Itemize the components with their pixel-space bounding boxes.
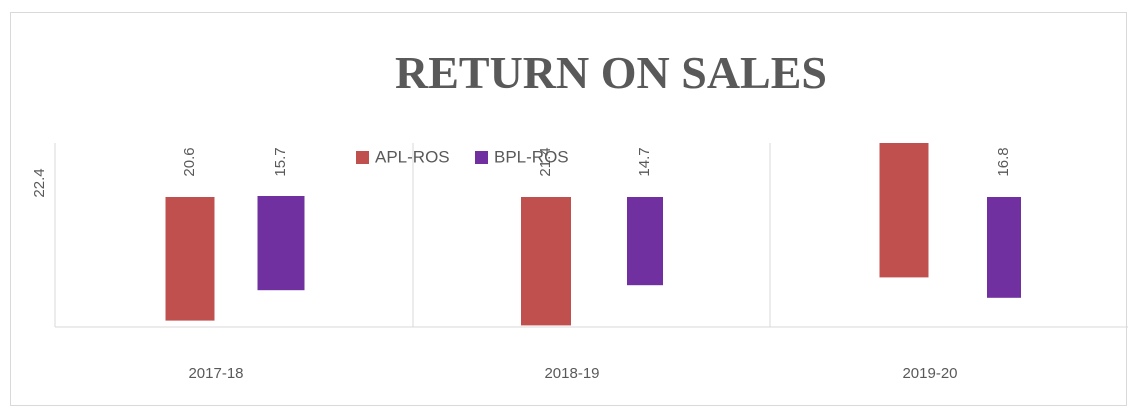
bar [165,197,215,321]
legend-swatch [475,151,488,164]
chart-title: RETURN ON SALES [395,47,827,98]
data-label: 20.6 [181,147,198,176]
legend-swatch [356,151,369,164]
bar [627,197,663,286]
x-tick-label: 2018-19 [544,365,599,382]
data-label: 21.4 [537,147,554,176]
legend-label: BPL-ROS [494,147,569,166]
x-tick-label: 2017-18 [188,365,243,382]
data-label: 22.4 [31,168,48,197]
data-label: 15.7 [272,147,289,176]
x-tick-label: 2019-20 [902,365,957,382]
data-label: 14.7 [636,147,653,176]
legend-label: APL-ROS [375,147,450,166]
data-label: 16.8 [995,147,1012,176]
bar [987,197,1021,298]
bar [521,197,571,326]
bar [879,143,929,278]
bar [257,196,305,291]
